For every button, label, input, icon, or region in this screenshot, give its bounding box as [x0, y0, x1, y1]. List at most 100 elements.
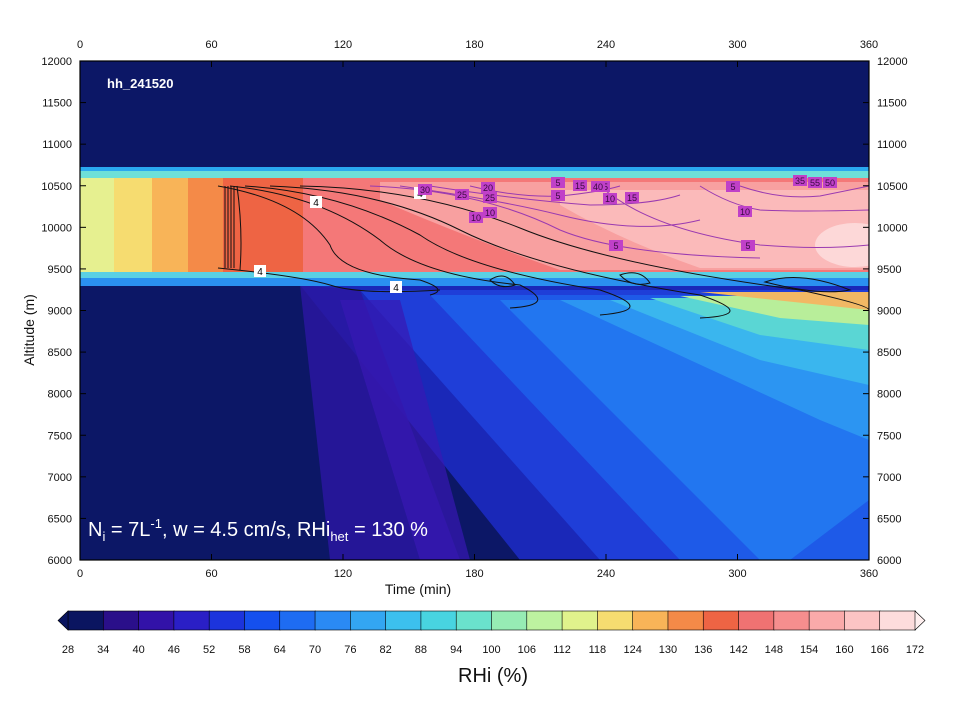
purple-contour-label: 10	[605, 194, 615, 204]
purple-contour-label-bg	[726, 181, 740, 192]
x-tick-label-top: 120	[334, 39, 352, 51]
annotation-rhi-val: = 130 %	[348, 519, 428, 541]
colorbar-tick-label: 94	[450, 644, 462, 656]
y-tick-label-right: 7500	[877, 430, 901, 442]
colorbar-tick-label: 58	[238, 644, 250, 656]
colorbar-segment	[208, 610, 246, 631]
colorbar: 28 34 40 46 52 58 64 70 76 82 88 94 100 106 112 118 124 1…	[57, 610, 926, 656]
contour-line	[236, 185, 242, 271]
colorbar-low-arrow	[57, 610, 69, 631]
colorbar-segment	[844, 610, 881, 631]
annotation-ni-exp: -1	[150, 516, 162, 531]
purple-contour-label: 15	[627, 193, 637, 203]
colorbar-tick-label: 166	[871, 644, 889, 656]
colorbar-tick-label: 136	[694, 644, 712, 656]
x-tick-label-top: 60	[205, 39, 217, 51]
purple-contour-label: 30	[420, 185, 430, 195]
purple-contour-label-bg	[483, 192, 497, 203]
purple-contour-label: 5	[745, 241, 750, 251]
colorbar-segment	[526, 610, 563, 631]
heatmap-field	[80, 167, 869, 560]
x-tick-label-top: 360	[860, 39, 878, 51]
black-contour-label: 4	[313, 198, 319, 209]
black-contour-label-bg	[310, 196, 322, 208]
purple-contour-label-bg	[738, 206, 752, 217]
layer-band-c	[152, 178, 188, 272]
purple-contour-label-bg	[469, 212, 483, 223]
purple-contour-label-bg	[418, 184, 432, 195]
x-tick-label-top: 0	[77, 39, 83, 51]
colorbar-tick-label: 76	[344, 644, 356, 656]
fall-streak-inner	[340, 300, 470, 560]
y-tick-label-right: 6500	[877, 513, 901, 525]
y-tick-label-left: 10000	[41, 222, 72, 234]
purple-contour-label-bg	[603, 193, 617, 204]
y-tick-label-left: 11000	[42, 139, 72, 151]
layer-band-b	[114, 178, 152, 272]
purple-contour-label-bg	[793, 175, 807, 186]
x-tick-label-bottom: 180	[465, 568, 483, 580]
purple-contour-label: 10	[740, 207, 750, 217]
black-contour-label-bg	[390, 281, 402, 293]
purple-contour-label-bg	[741, 240, 755, 251]
purple-contour-label: 20	[483, 183, 493, 193]
layer-bottom-glow-2	[80, 270, 869, 278]
contour-line	[244, 185, 631, 316]
colorbar-tick-label: 106	[518, 644, 536, 656]
purple-contour-label-bg	[823, 177, 837, 188]
purple-contour-label: 25	[485, 193, 495, 203]
y-tick-label-right: 11500	[877, 98, 907, 110]
colorbar-segment	[102, 610, 140, 631]
purple-contour-label: 40	[593, 182, 603, 192]
layer-band-i	[815, 223, 869, 267]
purple-contour-label: 35	[795, 176, 805, 186]
y-tick-label-left: 10500	[41, 181, 72, 193]
colorbar-tick-label: 52	[203, 644, 215, 656]
y-tick-label-left: 12000	[41, 56, 72, 68]
x-tick-label-bottom: 0	[77, 568, 83, 580]
colorbar-title: RHi (%)	[458, 665, 528, 687]
purple-contour-label-bg	[551, 177, 565, 188]
annotation-w: , w = 4.5 cm/s, RHi	[162, 519, 330, 541]
colorbar-segment	[597, 610, 634, 631]
colorbar-segment	[491, 610, 528, 631]
colorbar-tick-label: 64	[274, 644, 286, 656]
colorbar-segment	[773, 610, 810, 631]
purple-contour-label-bg	[591, 181, 605, 192]
y-tick-label-right: 12000	[877, 56, 908, 68]
colorbar-segment	[279, 610, 316, 631]
purple-contour-label-bg	[483, 207, 497, 218]
x-tick-label-bottom: 240	[597, 568, 615, 580]
annotation-ni: N	[88, 519, 102, 541]
colorbar-tick-label: 88	[415, 644, 427, 656]
annotation: Ni = 7L-1, w = 4.5 cm/s, RHihet = 130 %	[88, 516, 428, 544]
colorbar-segment	[67, 610, 105, 631]
layer-band-h	[560, 190, 869, 268]
annotation-ni-eq: = 7L	[105, 519, 150, 541]
colorbar-tick-label: 46	[168, 644, 180, 656]
y-tick-label-right: 7000	[877, 472, 901, 484]
purple-contour-line	[369, 185, 761, 259]
y-tick-label-left: 6000	[48, 555, 72, 567]
colorbar-tick-label: 112	[553, 644, 571, 656]
annotation-ni-sub: i	[102, 529, 105, 544]
purple-contour-label-bg	[573, 180, 587, 191]
colorbar-segment	[808, 610, 846, 631]
y-tick-label-left: 7000	[48, 472, 72, 484]
y-tick-label-left: 9000	[48, 306, 72, 318]
colorbar-segment	[702, 610, 740, 631]
purple-contour-label-bg	[481, 182, 495, 193]
colorbar-tick-label: 70	[309, 644, 321, 656]
layer-top-glow-2	[80, 171, 869, 179]
purple-contour-label: 50	[825, 178, 835, 188]
black-contour-label: 4	[393, 283, 399, 294]
contour-line	[217, 185, 439, 296]
contour-line	[299, 185, 869, 311]
y-tick-label-right: 6000	[877, 555, 901, 567]
colorbar-tick-label: 34	[97, 644, 109, 656]
purple-contour-label: 5	[555, 191, 560, 201]
colorbar-segment	[173, 610, 210, 631]
purple-contour-label: 25	[457, 190, 467, 200]
y-tick-label-right: 8000	[877, 389, 901, 401]
